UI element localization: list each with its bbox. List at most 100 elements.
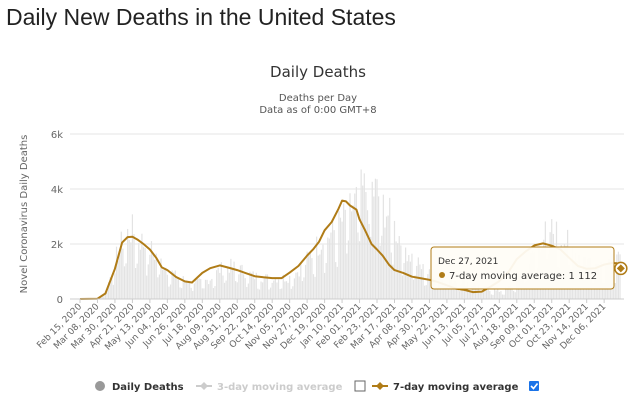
daily-deaths-bar [174,270,176,299]
daily-deaths-bar [122,248,124,299]
daily-deaths-bar [208,284,210,299]
daily-deaths-bar [385,216,388,299]
daily-deaths-bar [465,285,467,299]
daily-deaths-bar [247,283,249,299]
daily-deaths-bar [165,267,167,299]
daily-deaths-bar [252,271,254,299]
daily-deaths-bar [444,282,446,299]
daily-deaths-bar [246,286,248,299]
daily-deaths-bar [293,278,296,299]
daily-deaths-bar [428,269,431,299]
daily-deaths-bar [203,288,205,299]
daily-deaths-bar [147,264,149,299]
daily-deaths-bar [357,232,359,299]
daily-deaths-bar [454,280,456,299]
daily-deaths-bar [233,261,235,299]
legend-daily-deaths[interactable]: Daily Deaths [95,381,184,393]
daily-deaths-bar [443,283,445,299]
tooltip-series-dot [439,272,445,278]
daily-deaths-bar [479,290,481,299]
daily-deaths-bar [297,272,299,299]
3-day-legend-diamond [200,382,208,390]
daily-deaths-bar [109,277,111,299]
daily-deaths-bar [473,282,475,299]
daily-deaths-bar [195,279,197,299]
daily-deaths-bar [155,253,157,299]
daily-deaths-bar [279,288,281,299]
daily-deaths-bar [370,236,372,299]
daily-deaths-bar [301,281,303,299]
daily-deaths-bar [239,265,242,299]
legend-3-day-moving-average[interactable]: 3-day moving average [196,382,343,393]
daily-deaths-bar [412,279,415,299]
daily-deaths-bar [127,228,129,299]
daily-deaths-bar [120,231,122,299]
daily-deaths-bar [136,263,138,299]
daily-deaths-bar [371,181,373,299]
daily-deaths-bar [343,203,345,299]
daily-deaths-bar [187,282,189,299]
daily-deaths-bar [501,294,504,299]
daily-deaths-bar [508,286,510,299]
daily-deaths-bar [177,277,180,299]
daily-deaths-bar [468,291,470,299]
daily-deaths-bar [487,288,489,299]
daily-deaths-bar [381,235,383,299]
daily-deaths-bar [455,282,458,299]
chart-title: Daily Deaths [270,63,366,81]
daily-deaths-bar [287,282,289,299]
daily-deaths-bar [500,291,502,299]
daily-deaths-bar [254,279,256,299]
daily-deaths-bar [182,276,184,299]
checkbox-3-day-moving-average[interactable] [354,380,366,392]
daily-deaths-bar [230,258,232,299]
daily-deaths-bar [292,286,294,299]
daily-deaths-bar [300,263,302,299]
daily-deaths-bar [349,193,351,299]
daily-deaths-bar [133,234,135,299]
daily-deaths-bar [185,280,188,299]
daily-deaths-bar [249,271,251,299]
daily-deaths-bar [138,242,140,299]
7-day-legend-diamond [376,382,384,390]
daily-deaths-bar [368,223,370,299]
daily-deaths-bar [481,291,483,299]
daily-deaths-bar [514,292,516,299]
daily-deaths-bar [263,277,265,299]
daily-deaths-bar [225,280,227,299]
daily-deaths-bar [144,248,146,299]
daily-deaths-bar [406,261,408,299]
daily-deaths-bar [432,280,434,299]
legend-7-day-moving-average[interactable]: 7-day moving average [372,382,519,393]
daily-deaths-bar [492,294,494,299]
daily-deaths-bar [408,255,410,299]
daily-deaths-bar [617,251,620,299]
daily-deaths-bar [160,258,162,299]
daily-deaths-bar [457,289,459,299]
chart-subtitle-line-1: Deaths per Day [279,93,357,104]
daily-deaths-bar [382,194,384,299]
daily-deaths-bar [106,290,108,299]
daily-deaths-bar [509,285,512,299]
daily-deaths-bar [149,254,151,299]
daily-deaths-bar [268,289,270,299]
daily-deaths-bar [198,278,200,299]
daily-deaths-bar [274,278,276,299]
daily-deaths-bar [601,283,604,299]
daily-deaths-bar [219,272,221,299]
hover-marker-diamond [616,264,625,273]
daily-deaths-bar [378,196,380,299]
daily-deaths-bar [166,274,168,299]
daily-deaths-bar [419,264,421,299]
daily-deaths-bar [613,281,615,299]
daily-deaths-bar [119,249,121,299]
daily-deaths-bar [260,281,262,299]
y-tick-label: 0 [57,295,63,306]
daily-deaths-bar [476,287,478,299]
checkbox-7-day-moving-average[interactable] [529,381,539,391]
daily-deaths-bar [188,283,191,299]
daily-deaths-bar [250,272,253,299]
daily-deaths-bar [181,288,183,299]
daily-deaths-bar [435,286,437,299]
